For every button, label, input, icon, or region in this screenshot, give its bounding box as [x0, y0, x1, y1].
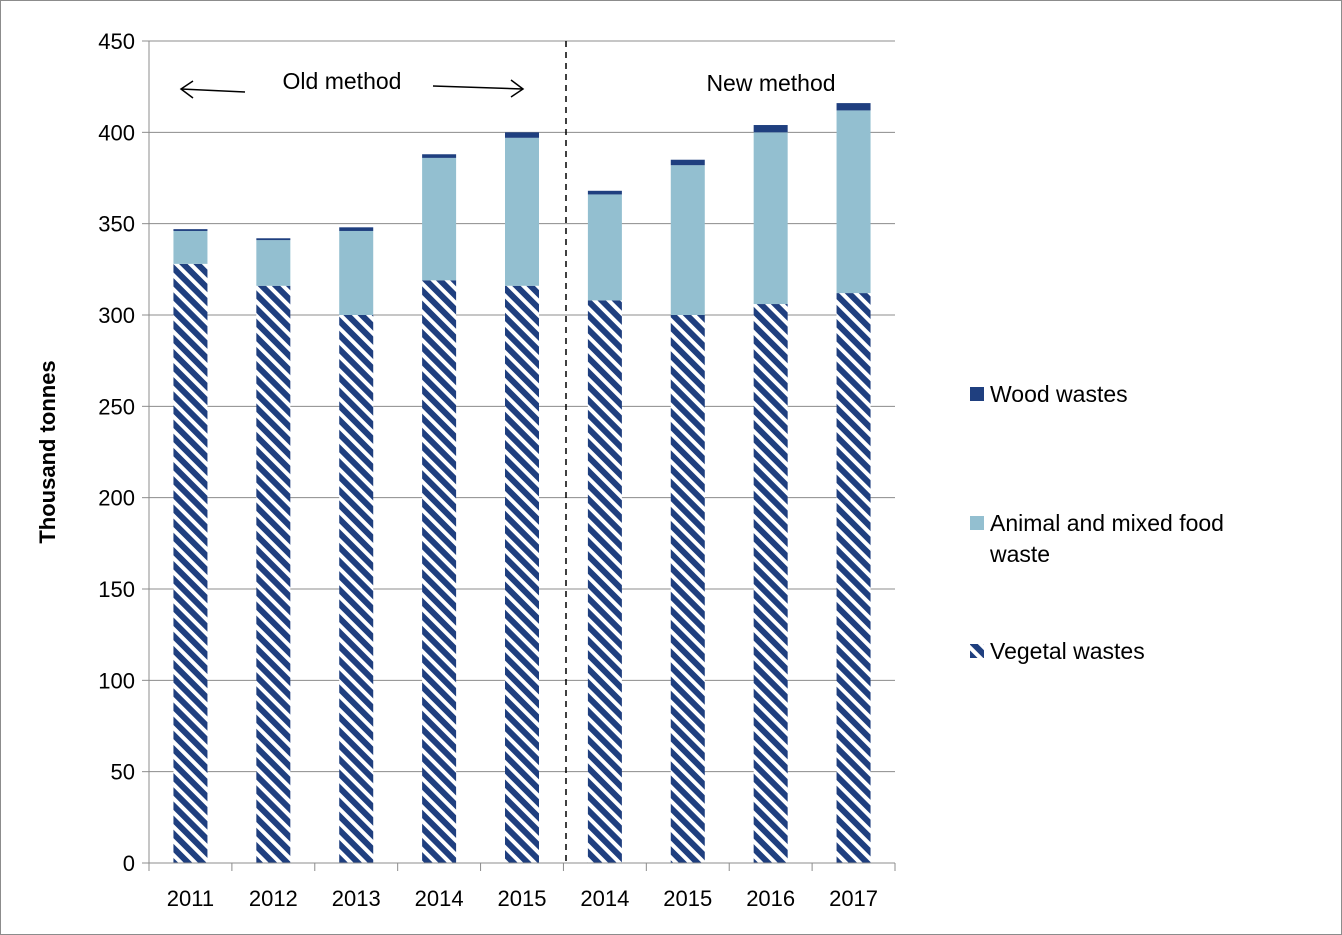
- bar-wood-4: [505, 132, 539, 138]
- right-arrow: [432, 79, 525, 98]
- x-tick-label-2: 2013: [332, 886, 381, 911]
- bar-vegetal-4: [505, 285, 539, 864]
- old-method-label: Old method: [283, 68, 402, 94]
- bar-animal-food-3: [422, 157, 457, 281]
- y-tick-label-50: 50: [111, 760, 135, 785]
- legend-label-animal-line-2: waste: [989, 541, 1050, 567]
- y-tick-label-250: 250: [98, 394, 135, 419]
- bar-animal-food-5: [587, 194, 622, 301]
- bar-wood-0: [173, 229, 208, 231]
- legend-label-animal-line-1: Animal and mixed food: [990, 510, 1224, 536]
- bar-vegetal-5: [587, 300, 622, 863]
- bar-vegetal-0: [173, 263, 208, 863]
- x-tick-label-3: 2014: [415, 886, 464, 911]
- bar-wood-5: [587, 190, 622, 195]
- legend-item-wood-wastes: Wood wastes: [970, 381, 1128, 407]
- bar-vegetal-2: [339, 315, 374, 863]
- bar-wood-6: [670, 159, 705, 166]
- legend-item-vegetal-wastes: Vegetal wastes: [970, 638, 1145, 664]
- legend-label-vegetal-wastes: Vegetal wastes: [990, 638, 1145, 664]
- x-tick-label-1: 2012: [249, 886, 298, 911]
- x-tick-label-5: 2014: [580, 886, 629, 911]
- left-arrow: [179, 80, 246, 99]
- y-tick-label-100: 100: [98, 668, 135, 693]
- y-axis-label: Thousand tonnes: [35, 360, 60, 543]
- bar-vegetal-8: [836, 293, 871, 864]
- y-tick-label-450: 450: [98, 29, 135, 54]
- y-tick-label-400: 400: [98, 120, 135, 145]
- x-tick-label-7: 2016: [746, 886, 795, 911]
- x-tick-label-6: 2015: [663, 886, 712, 911]
- legend-swatch-animal-food-waste: [970, 516, 984, 530]
- y-tick-label-350: 350: [98, 212, 135, 237]
- legend-swatch-vegetal-wastes: [970, 644, 984, 658]
- x-tick-label-8: 2017: [829, 886, 878, 911]
- bar-wood-8: [836, 103, 871, 111]
- y-tick-label-200: 200: [98, 486, 135, 511]
- bars: [173, 103, 871, 864]
- bar-wood-1: [256, 238, 291, 241]
- x-tick-label-4: 2015: [498, 886, 547, 911]
- bar-animal-food-4: [505, 137, 539, 286]
- legend: Wood wastes Animal and mixed food waste …: [970, 381, 1230, 664]
- method-annotations: Old method New method: [179, 41, 836, 863]
- legend-label-animal-food-waste: Animal and mixed food waste: [989, 510, 1230, 567]
- new-method-label: New method: [706, 70, 835, 96]
- bar-wood-2: [339, 227, 374, 231]
- y-tick-label-300: 300: [98, 303, 135, 328]
- bar-wood-7: [753, 125, 788, 133]
- bar-animal-food-1: [256, 240, 291, 286]
- y-tick-labels: 0 50 100 150 200 250 300 350 400 450: [98, 29, 135, 876]
- y-tick-label-0: 0: [123, 851, 135, 876]
- bar-vegetal-3: [422, 280, 457, 863]
- bar-wood-3: [422, 154, 457, 158]
- y-tick-label-150: 150: [98, 577, 135, 602]
- bar-animal-food-0: [173, 230, 208, 264]
- bar-animal-food-2: [339, 230, 374, 315]
- x-tick-label-0: 2011: [167, 886, 214, 911]
- axes: [142, 40, 896, 871]
- legend-item-animal-food-waste: Animal and mixed food waste: [970, 510, 1230, 567]
- bar-vegetal-1: [256, 285, 291, 864]
- bar-vegetal-7: [753, 304, 788, 863]
- x-tick-labels: 2011 2012 2013 2014 2015 2014 2015 2016 2017: [167, 886, 878, 911]
- bar-animal-food-6: [670, 165, 705, 315]
- legend-label-wood-wastes: Wood wastes: [990, 381, 1128, 407]
- legend-swatch-wood-wastes: [970, 387, 984, 401]
- bar-animal-food-8: [836, 110, 871, 294]
- bar-vegetal-6: [670, 315, 705, 863]
- bar-animal-food-7: [753, 132, 788, 305]
